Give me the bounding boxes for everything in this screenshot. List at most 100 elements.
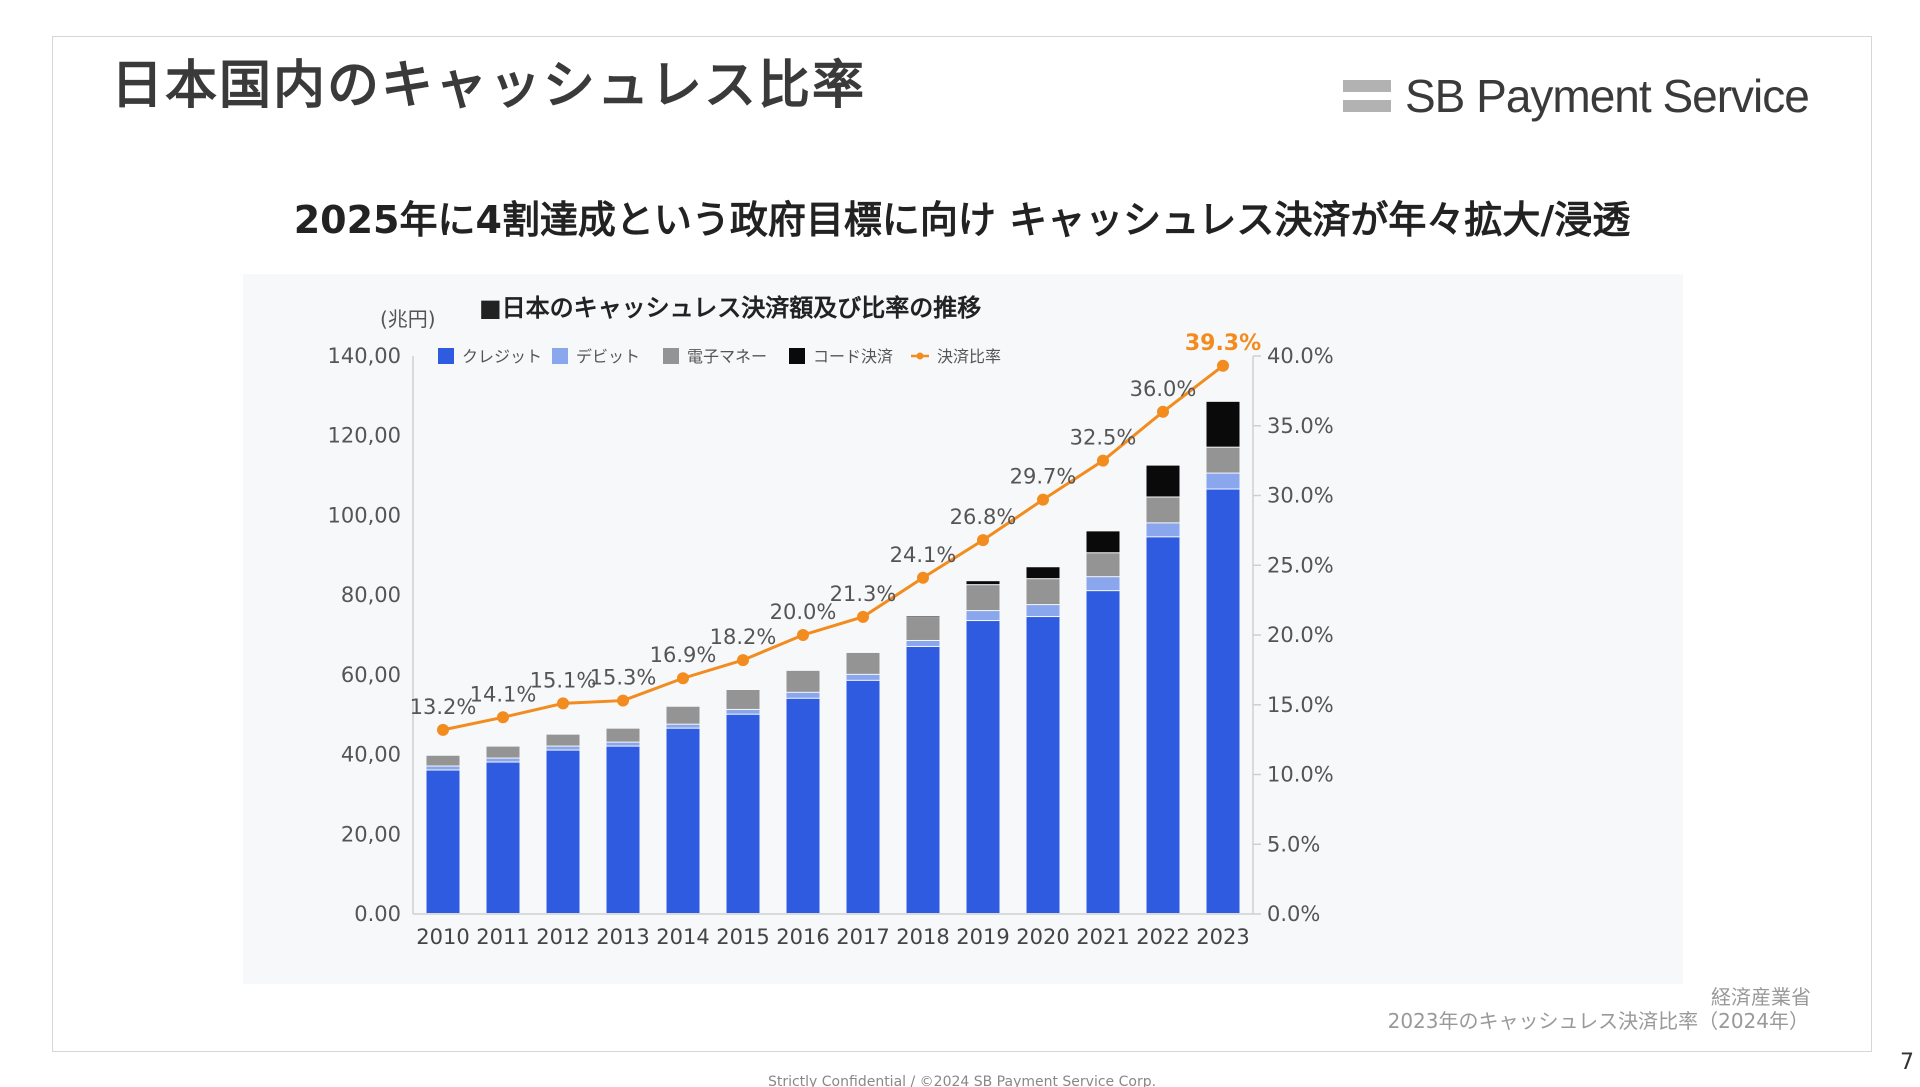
slide-title: 日本国内のキャッシュレス比率 [111, 56, 866, 116]
y-tick-label: 60,00 [341, 663, 401, 687]
bar-segment [906, 617, 940, 640]
ratio-data-label: 39.3% [1185, 331, 1261, 356]
y2-tick-label: 5.0% [1267, 832, 1320, 856]
legend-swatch [663, 348, 679, 364]
x-tick-label: 2012 [536, 925, 589, 949]
source-document: 2023年のキャッシュレス決済比率（2024年） [1387, 1009, 1809, 1033]
x-tick-label: 2013 [596, 925, 649, 949]
x-tick-label: 2021 [1076, 925, 1129, 949]
legend-swatch [438, 348, 454, 364]
bar-segment [726, 709, 760, 714]
bar-segment [1146, 537, 1180, 913]
bar-segment [1086, 577, 1120, 591]
bar-segment [1206, 447, 1240, 473]
bar-segment [666, 724, 700, 728]
source-organization: 経済産業省 [1711, 985, 1811, 1009]
y-tick-label: 80,00 [341, 583, 401, 607]
ratio-data-label: 21.3% [830, 582, 897, 606]
ratio-data-label: 14.1% [470, 682, 537, 706]
footer-confidential: Strictly Confidential / ©2024 SB Payment… [767, 1074, 1157, 1087]
y-tick-label: 100,00 [328, 503, 401, 527]
bar-segment [1146, 523, 1180, 537]
bar-segment [786, 670, 820, 692]
bar-segment [1086, 553, 1120, 577]
ratio-point [677, 672, 689, 685]
ratio-point [1217, 359, 1229, 372]
ratio-data-label: 13.2% [410, 695, 477, 719]
x-tick-label: 2015 [716, 925, 769, 949]
bar-segment [726, 714, 760, 913]
y2-tick-label: 35.0% [1267, 414, 1334, 438]
bar-segment [726, 690, 760, 709]
y2-tick-label: 30.0% [1267, 484, 1334, 508]
bar-segment [1206, 473, 1240, 489]
bar-segment [906, 646, 940, 913]
y2-tick-label: 15.0% [1267, 693, 1334, 717]
x-tick-label: 2018 [896, 925, 949, 949]
bar-segment [426, 755, 460, 766]
logo-mark-icon [1343, 80, 1391, 112]
bar-segment [606, 746, 640, 913]
x-tick-label: 2023 [1196, 925, 1249, 949]
logo-text: SB Payment Service [1405, 70, 1810, 122]
bar-segment [1146, 465, 1180, 497]
y2-tick-label: 20.0% [1267, 623, 1334, 647]
bar-segment [846, 652, 880, 674]
bar-segment [426, 766, 460, 770]
ratio-data-label: 36.0% [1130, 377, 1197, 401]
chart-title: ■日本のキャッシュレス決済額及び比率の推移 [479, 294, 981, 322]
x-tick-label: 2017 [836, 925, 889, 949]
bar-segment [906, 616, 940, 617]
bar-segment [846, 680, 880, 913]
bar-segment [546, 734, 580, 746]
x-tick-label: 2011 [476, 925, 529, 949]
bar-segment [486, 746, 520, 758]
bar-segment [486, 758, 520, 762]
bar-segment [606, 728, 640, 742]
bar-segment [546, 750, 580, 913]
bar-segment [1026, 617, 1060, 913]
x-tick-label: 2020 [1016, 925, 1069, 949]
bar-segment [666, 706, 700, 724]
bar-segment [906, 640, 940, 646]
ratio-point [437, 723, 449, 736]
bar-segment [486, 762, 520, 913]
ratio-point [917, 571, 929, 584]
ratio-line [442, 364, 1224, 732]
bar-segment [606, 742, 640, 746]
ratio-data-label: 29.7% [1010, 465, 1077, 489]
x-tick-label: 2014 [656, 925, 709, 949]
chart-panel: ■日本のキャッシュレス決済額及び比率の推移 (兆円) 0.00 20,00 40,00 6… [243, 274, 1683, 984]
x-tick-label: 2010 [416, 925, 469, 949]
legend-label: クレジット [462, 347, 542, 366]
slide: 日本国内のキャッシュレス比率 SB Payment Service 2025年に… [52, 36, 1914, 1087]
y2-tick-label: 10.0% [1267, 763, 1334, 787]
y-tick-label: 40,00 [341, 743, 401, 767]
ratio-data-label: 24.1% [890, 543, 957, 567]
bar-segment [966, 581, 1000, 585]
legend-label: コード決済 [813, 347, 893, 366]
bar-segment [966, 585, 1000, 611]
legend-label: 電子マネー [687, 347, 767, 366]
cashless-chart: ■日本のキャッシュレス決済額及び比率の推移 (兆円) 0.00 20,00 40,00 6… [328, 294, 1334, 949]
ratio-point [797, 629, 809, 641]
y2-tick-label: 0.0% [1267, 902, 1320, 926]
x-tick-label: 2019 [956, 925, 1009, 949]
ratio-point [1157, 405, 1169, 418]
legend-label: デビット [576, 347, 640, 366]
ratio-point [737, 654, 749, 667]
ratio-point [497, 711, 509, 724]
ratio-data-label: 15.1% [530, 668, 597, 692]
y2-tick-label: 40.0% [1267, 344, 1334, 368]
bar-segment [1026, 567, 1060, 579]
ratio-data-label: 16.9% [650, 643, 717, 667]
bar-segment [1206, 401, 1240, 447]
bar-segment [966, 611, 1000, 621]
ratio-data-label: 20.0% [770, 600, 837, 624]
legend-label: 決済比率 [937, 347, 1001, 366]
slide-subtitle: 2025年に4割達成という政府目標に向け キャッシュレス決済が年々拡大/浸透 [293, 198, 1631, 242]
ratio-point [617, 694, 629, 707]
legend-swatch [789, 348, 805, 364]
y-tick-label: 20,00 [341, 822, 401, 846]
ratio-data-label: 18.2% [710, 625, 777, 649]
